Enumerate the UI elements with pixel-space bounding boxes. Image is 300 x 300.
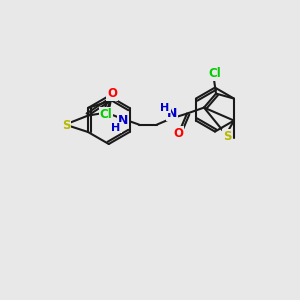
Text: O: O (173, 127, 183, 140)
Text: Cl: Cl (100, 108, 112, 121)
Text: N: N (118, 114, 128, 127)
Text: Cl: Cl (208, 67, 221, 80)
Text: O: O (107, 87, 117, 100)
Text: H: H (160, 103, 169, 112)
Text: S: S (223, 130, 231, 143)
Text: H: H (111, 123, 121, 133)
Text: N: N (167, 107, 177, 120)
Text: S: S (62, 119, 70, 132)
